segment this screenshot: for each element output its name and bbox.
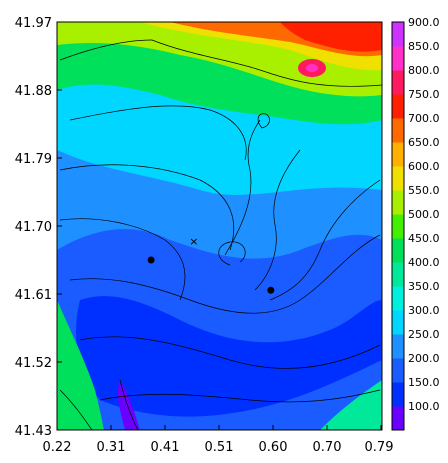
colorbar: 100.0 150.0 200.0 250.0 300.0 350.0 400.0 450.0… [391, 16, 440, 431]
colorbar-label: 250.0 [408, 328, 440, 341]
colorbar-label: 500.0 [408, 208, 440, 221]
colorbar-label: 550.0 [408, 184, 440, 197]
colorbar-label: 300.0 [408, 304, 440, 317]
streamline-vortex [257, 113, 270, 129]
colorbar-segment [392, 166, 404, 191]
y-tick-label: 41.97 [15, 16, 52, 31]
colorbar-segment [392, 406, 404, 431]
colorbar-segment [392, 70, 404, 95]
streamline [119, 379, 139, 430]
x-tick-label: 0.31 [97, 440, 126, 455]
colorbar-segment [392, 334, 404, 359]
colorbar-segment [392, 22, 404, 47]
y-tick-label: 41.52 [15, 356, 52, 371]
streamline [254, 149, 301, 291]
band-left-green [57, 300, 104, 430]
streamline [59, 164, 234, 251]
band-right-green [320, 380, 382, 430]
colorbar-segment [392, 118, 404, 143]
streamline [59, 39, 153, 61]
streamline [79, 336, 381, 369]
y-tick-label: 41.88 [15, 84, 52, 99]
colorbar-segment [392, 286, 404, 311]
y-tick-label: 41.61 [15, 288, 52, 303]
elevation-map [57, 22, 382, 430]
colorbar-segment [392, 310, 404, 335]
streamline [151, 39, 382, 87]
streamline [269, 179, 381, 301]
colorbar-label: 200.0 [408, 352, 440, 365]
x-tick-label: 0.22 [43, 440, 72, 455]
colorbar-label: 650.0 [408, 136, 440, 149]
colorbar-frame [391, 21, 405, 431]
colorbar-label: 700.0 [408, 112, 440, 125]
y-tick-label: 41.43 [15, 424, 52, 439]
y-tick-label: 41.70 [15, 220, 52, 235]
streamline [59, 218, 186, 301]
colorbar-segment [392, 238, 404, 263]
colorbar-segment [392, 46, 404, 71]
colorbar-segment [392, 190, 404, 215]
band-peak-pink [306, 64, 318, 72]
streamline [59, 389, 93, 430]
x-axis: 0.22 0.31 0.41 0.51 0.60 0.70 0.79 [43, 425, 394, 455]
colorbar-label: 750.0 [408, 88, 440, 101]
y-tick-label: 41.79 [15, 152, 52, 167]
colorbar-label: 900.0 [408, 16, 440, 29]
y-axis: 41.97 41.88 41.79 41.70 41.61 41.52 41.4… [15, 16, 62, 439]
colorbar-label: 150.0 [408, 376, 440, 389]
x-tick-label: 0.79 [365, 440, 394, 455]
colorbar-label: 600.0 [408, 160, 440, 173]
colorbar-segment [392, 382, 404, 407]
streamline [69, 234, 381, 314]
marker-cross: × [189, 235, 198, 248]
colorbar-label: 800.0 [408, 64, 440, 77]
band-top-red [280, 22, 382, 52]
colorbar-label: 400.0 [408, 256, 440, 269]
colorbar-label: 850.0 [408, 40, 440, 53]
colorbar-label: 100.0 [408, 400, 440, 413]
marker-dot [267, 286, 275, 294]
marker-dot [147, 256, 155, 264]
x-tick-label: 0.51 [205, 440, 234, 455]
colorbar-label: 350.0 [408, 280, 440, 293]
colorbar-segment [392, 358, 404, 383]
x-tick-label: 0.60 [259, 440, 288, 455]
colorbar-segment [392, 262, 404, 287]
x-tick-label: 0.41 [151, 440, 180, 455]
colorbar-segment [392, 94, 404, 119]
band-deep-blue [76, 296, 382, 417]
streamline [69, 105, 247, 161]
x-tick-label: 0.70 [313, 440, 342, 455]
colorbar-segment [392, 142, 404, 167]
colorbar-segment [392, 214, 404, 239]
streamline [99, 389, 381, 403]
streamlines [59, 39, 382, 430]
colorbar-label: 450.0 [408, 232, 440, 245]
streamline [224, 119, 261, 256]
